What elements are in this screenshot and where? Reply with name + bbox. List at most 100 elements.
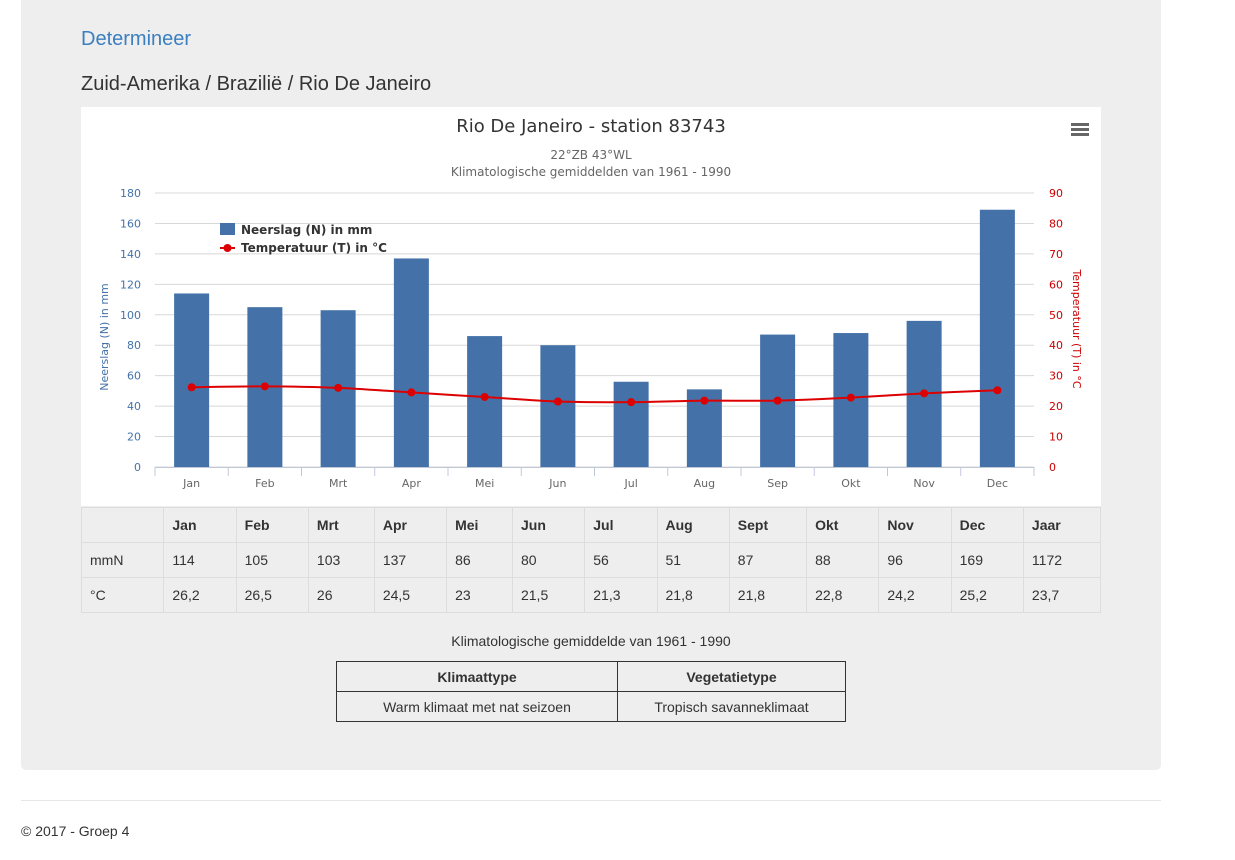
climate-type-header-row: Klimaattype Vegetatietype [336, 661, 846, 692]
table-header-row: Jan Feb Mrt Apr Mei Jun Jul Aug Sept Okt Nov Dec Jaa… [80, 507, 1102, 543]
temperature-point[interactable] [480, 392, 489, 401]
table-header-cell: Jan [163, 507, 237, 543]
table-cell: 96 [878, 542, 952, 578]
temperature-point[interactable] [553, 397, 562, 406]
x-tick-label: Jan [182, 477, 200, 490]
y-right-tick-label: 0 [1049, 461, 1056, 474]
table-cell: 1172 [1022, 542, 1102, 578]
climate-type-value-row: Warm klimaat met nat seizoen Tropisch sa… [336, 691, 846, 722]
table-row: °C 26,2 26,5 26 24,5 23 21,5 21,3 21,8 21,8 22,8 24… [80, 577, 1102, 613]
y-left-tick-label: 40 [127, 400, 141, 413]
temperature-point[interactable] [773, 396, 782, 405]
y-right-tick-label: 60 [1049, 278, 1063, 291]
table-header-cell: Jaar [1022, 507, 1102, 543]
bar-neerslag[interactable] [613, 381, 649, 467]
chart-subtitle-coordinates: 22°ZB 43°WL [550, 148, 632, 162]
breadcrumb: Zuid-Amerika / Brazilië / Rio De Janeiro [81, 73, 432, 95]
climate-data-table: Jan Feb Mrt Apr Mei Jun Jul Aug Sept Okt Nov Dec Jaa… [80, 507, 1102, 613]
table-row-label: mmN [80, 542, 165, 578]
bar-neerslag[interactable] [979, 209, 1015, 467]
temperature-point[interactable] [846, 393, 855, 402]
bar-neerslag[interactable] [393, 258, 429, 467]
table-cell: 24,5 [373, 577, 448, 613]
table-header-cell: Okt [806, 507, 880, 543]
footer-divider [21, 800, 1161, 801]
legend-swatch-marker [223, 244, 232, 252]
table-cell: 114 [163, 542, 237, 578]
vegetation-type-header: Vegetatietype [617, 661, 846, 692]
x-tick-label: Jul [623, 477, 637, 490]
x-tick-label: Aug [694, 477, 715, 490]
y-left-tick-label: 0 [134, 461, 141, 474]
legend-label-temperature: Temperatuur (T) in °C [241, 241, 387, 255]
table-cell: 23 [446, 577, 513, 613]
footer-copyright: © 2017 - Groep 4 [21, 823, 130, 839]
table-header-cell: Aug [656, 507, 730, 543]
table-cell: 26,5 [235, 577, 309, 613]
table-header-cell: Mrt [307, 507, 375, 543]
table-cell: 87 [728, 542, 808, 578]
chart-title: Rio De Janeiro - station 83743 [456, 116, 726, 137]
temperature-point[interactable] [407, 388, 416, 397]
climate-type-table: Klimaattype Vegetatietype Warm klimaat m… [336, 661, 846, 722]
axes: 0 20 40 60 80 100 120 140 160 180 0 10 20 30 40 50 60 70 8… [120, 187, 1063, 490]
bar-neerslag[interactable] [174, 293, 210, 467]
y-right-tick-label: 90 [1049, 187, 1063, 200]
table-cell: 21,8 [728, 577, 808, 613]
bar-neerslag[interactable] [540, 345, 576, 467]
table-cell: 56 [584, 542, 658, 578]
determineer-link[interactable]: Determineer [81, 28, 192, 50]
y-right-tick-label: 30 [1049, 370, 1063, 383]
climate-type-value: Warm klimaat met nat seizoen [336, 691, 618, 722]
y-right-tick-label: 40 [1049, 339, 1063, 352]
legend-item-temperature[interactable]: Temperatuur (T) in °C [220, 241, 387, 255]
legend-item-precipitation[interactable]: Neerslag (N) in mm [220, 223, 372, 237]
table-cell: 26,2 [163, 577, 237, 613]
y-right-tick-label: 70 [1049, 248, 1063, 261]
table-header-cell: Apr [373, 507, 448, 543]
y-right-tick-label: 10 [1049, 431, 1063, 444]
table-header-cell: Feb [235, 507, 309, 543]
table-cell: 86 [446, 542, 513, 578]
x-tick-label: Dec [987, 477, 1008, 490]
table-cell: 23,7 [1022, 577, 1102, 613]
temperature-point[interactable] [627, 398, 636, 407]
temperature-point[interactable] [187, 383, 196, 392]
table-header-cell: Dec [950, 507, 1024, 543]
table-cell: 21,5 [511, 577, 586, 613]
x-tick-label: Apr [402, 477, 422, 490]
temperature-point[interactable] [334, 383, 343, 392]
table-row-label: °C [80, 577, 165, 613]
climate-type-header: Klimaattype [336, 661, 618, 692]
table-cell: 103 [307, 542, 375, 578]
chart-subtitle-period: Klimatologische gemiddelden van 1961 - 1… [451, 165, 731, 179]
temperature-point[interactable] [700, 396, 709, 405]
table-cell: 51 [656, 542, 730, 578]
y-axis-right-title: Temperatuur (T) in °C [1070, 268, 1083, 388]
y-left-tick-label: 180 [120, 187, 141, 200]
x-tick-label: Okt [841, 477, 861, 490]
x-tick-label: Sep [767, 477, 788, 490]
x-tick-label: Mei [475, 477, 494, 490]
y-left-tick-label: 120 [120, 278, 141, 291]
temperature-point[interactable] [920, 389, 929, 398]
legend-label-precipitation: Neerslag (N) in mm [241, 223, 372, 237]
y-right-tick-label: 50 [1049, 309, 1063, 322]
temperature-point[interactable] [260, 382, 269, 391]
temperature-point[interactable] [993, 386, 1002, 395]
table-row: mmN 114 105 103 137 86 80 56 51 87 88 96 169 1172 [80, 542, 1102, 578]
table-cell: 21,8 [656, 577, 730, 613]
bar-neerslag[interactable] [467, 336, 503, 467]
chart-menu-button[interactable] [1066, 119, 1094, 141]
y-left-tick-label: 160 [120, 217, 141, 230]
y-left-tick-label: 60 [127, 370, 141, 383]
table-cell: 24,2 [878, 577, 952, 613]
table-header-cell: Nov [878, 507, 952, 543]
table-header-cell: Sept [728, 507, 808, 543]
table-cell: 80 [511, 542, 586, 578]
table-cell: 169 [950, 542, 1024, 578]
chart-legend[interactable]: Neerslag (N) in mm Temperatuur (T) in °C [220, 223, 387, 255]
chart-svg: Rio De Janeiro - station 83743 22°ZB 43°… [98, 116, 1094, 490]
climate-chart: Rio De Janeiro - station 83743 22°ZB 43°… [81, 107, 1101, 506]
x-tick-label: Jun [548, 477, 566, 490]
